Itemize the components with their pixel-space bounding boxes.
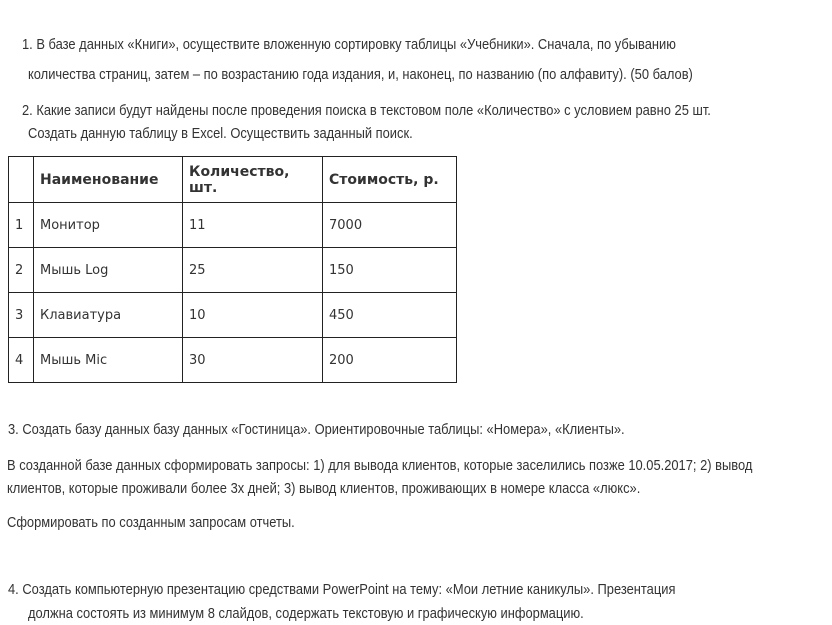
- table-row: 3 Клавиатура 10 450: [8, 292, 457, 338]
- table-cell: 10: [182, 292, 323, 338]
- header-cell: [8, 156, 34, 203]
- table-cell: 30: [182, 337, 323, 383]
- task-3-line: клиентов, которые проживали более 3х дне…: [7, 480, 641, 497]
- table-cell: 150: [322, 247, 457, 293]
- header-cell: Стоимость, р.: [322, 156, 457, 203]
- task-1-line: 1. В базе данных «Книги», осуществите вл…: [22, 36, 676, 53]
- header-cell: Наименование: [33, 156, 183, 203]
- table-cell: Монитор: [33, 202, 183, 248]
- table-cell: 450: [322, 292, 457, 338]
- table-row: 4 Мышь Mic 30 200: [8, 337, 457, 383]
- task-1-line: количества страниц, затем – по возрастан…: [28, 66, 693, 83]
- task-2-line: Создать данную таблицу в Excel. Осуществ…: [28, 125, 413, 142]
- table-header-row: Наименование Количество, шт. Стоимость, …: [8, 156, 457, 203]
- table-cell: 2: [8, 247, 34, 293]
- task-4-line: должна состоять из минимум 8 слайдов, со…: [28, 605, 584, 622]
- task-3-line: В созданной базе данных сформировать зап…: [7, 457, 753, 474]
- table-row: 2 Мышь Log 25 150: [8, 247, 457, 293]
- table-cell: 200: [322, 337, 457, 383]
- table-cell: 25: [182, 247, 323, 293]
- table-cell: 4: [8, 337, 34, 383]
- header-cell: Количество, шт.: [182, 156, 323, 203]
- table-cell: 7000: [322, 202, 457, 248]
- table-cell: Мышь Log: [33, 247, 183, 293]
- products-table: Наименование Количество, шт. Стоимость, …: [8, 156, 457, 383]
- task-2-line: 2. Какие записи будут найдены после пров…: [22, 102, 711, 119]
- table-cell: 11: [182, 202, 323, 248]
- table-cell: 1: [8, 202, 34, 248]
- task-4-line: 4. Создать компьютерную презентацию сред…: [8, 581, 676, 598]
- table-cell: Клавиатура: [33, 292, 183, 338]
- task-3-title: 3. Создать базу данных базу данных «Гост…: [8, 421, 625, 438]
- task-3-note: Сформировать по созданным запросам отчет…: [7, 514, 295, 531]
- table-cell: 3: [8, 292, 34, 338]
- table-cell: Мышь Mic: [33, 337, 183, 383]
- table-row: 1 Монитор 11 7000: [8, 202, 457, 248]
